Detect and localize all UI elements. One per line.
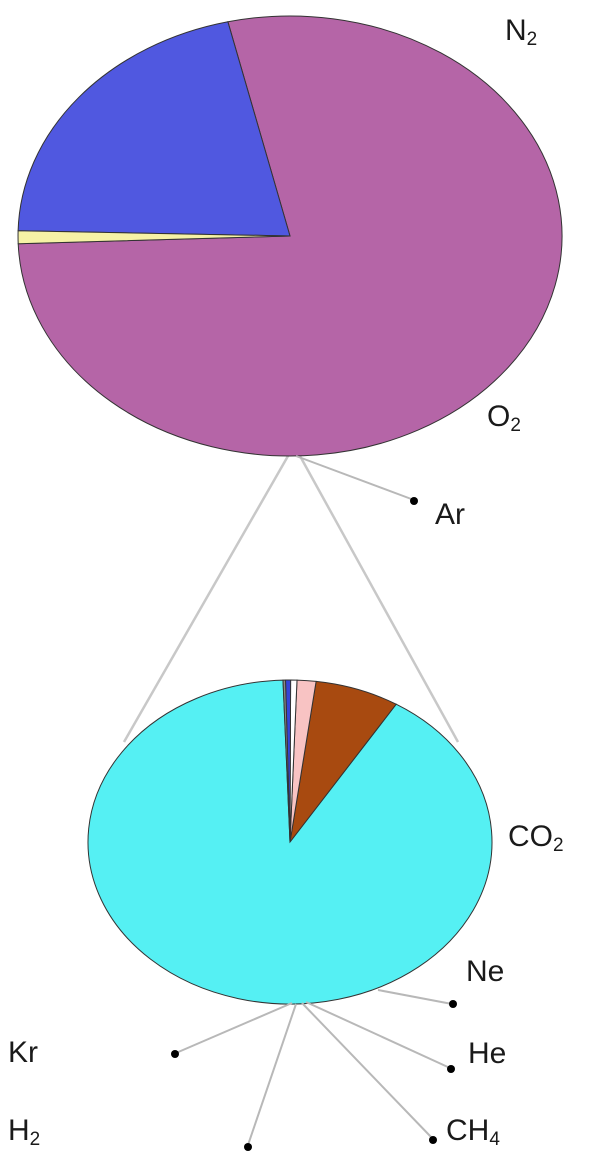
slice-ar [17, 230, 291, 245]
label-leaders [171, 455, 457, 1151]
ar-label-dot [410, 497, 418, 505]
ch4-leader-line [301, 1002, 433, 1139]
ne-label-dot [449, 1000, 457, 1008]
label-ar: Ar [435, 498, 465, 531]
he-leader-line [305, 1001, 451, 1069]
label-n2: N2 [505, 14, 537, 50]
label-co2: CO2 [508, 820, 564, 856]
zoom-connector-left [122, 455, 290, 743]
slice-h2 [282, 679, 291, 843]
label-ne: Ne [466, 955, 504, 988]
he-label-dot [447, 1065, 455, 1073]
ch4-label-dot [429, 1136, 437, 1144]
h2-label-dot [171, 1050, 179, 1058]
kr-leader-line [247, 1003, 297, 1146]
label-ch4: CH4 [446, 1114, 500, 1150]
slice-labels: N2 O2 Ar CO2 Ne He CH4 H2 Kr [8, 14, 564, 1150]
h2-leader-line [175, 1002, 293, 1054]
label-he: He [468, 1037, 506, 1070]
ar-leader-line [295, 455, 415, 501]
label-kr: H2 [8, 1114, 40, 1150]
slice-o2 [17, 21, 291, 237]
ne-leader-line [377, 989, 453, 1005]
main-gas-pie [17, 15, 563, 457]
zoom-connector-right [298, 455, 460, 743]
kr-label-dot [244, 1143, 252, 1151]
label-h2: Kr [8, 1036, 38, 1069]
label-o2: O2 [487, 400, 521, 436]
trace-gas-pie [87, 679, 493, 1005]
